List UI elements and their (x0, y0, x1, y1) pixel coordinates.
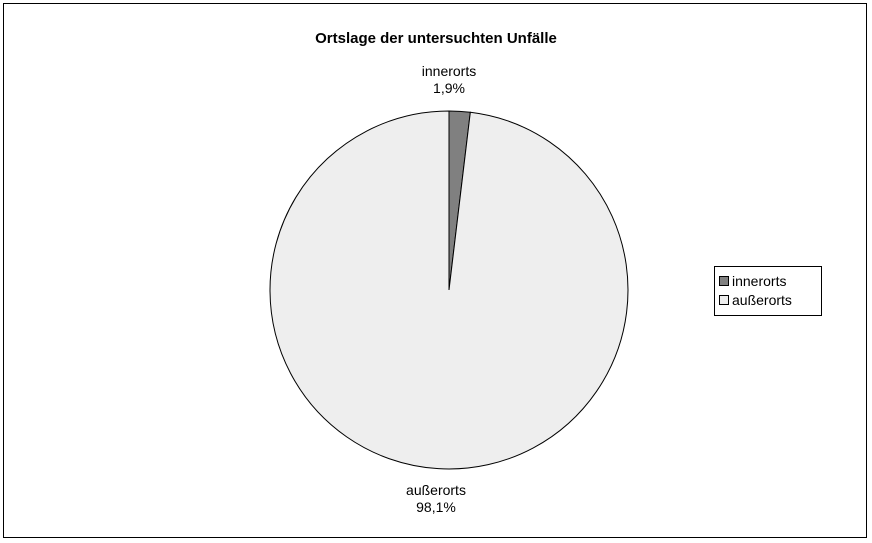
legend-label-innerorts: innerorts (732, 272, 787, 289)
legend: innerorts außerorts (714, 266, 822, 316)
label-innerorts-value: 1,9% (433, 80, 465, 96)
label-innerorts-name: innerorts (421, 63, 477, 79)
pie-slice-ausserorts (269, 110, 629, 470)
label-innerorts: innerorts 1,9% (399, 63, 499, 97)
legend-item-innerorts: innerorts (719, 271, 821, 290)
label-ausserorts-value: 98,1% (416, 499, 456, 515)
legend-swatch-ausserorts (719, 294, 729, 305)
label-ausserorts-name: außerorts (406, 482, 466, 498)
label-ausserorts: außerorts 98,1% (386, 482, 486, 516)
legend-label-ausserorts: außerorts (732, 291, 792, 308)
legend-item-ausserorts: außerorts (719, 290, 821, 309)
legend-swatch-innerorts (719, 275, 729, 286)
chart-title: Ortslage der untersuchten Unfälle (315, 30, 557, 47)
